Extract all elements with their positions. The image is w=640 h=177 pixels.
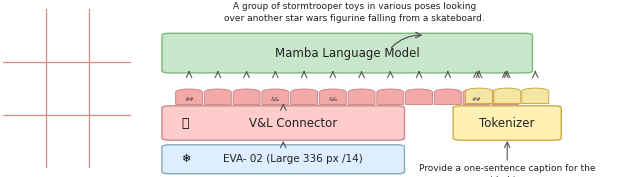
Text: Provide a one-sentence caption for the
provided image.: Provide a one-sentence caption for the p… xyxy=(419,164,595,177)
PathPatch shape xyxy=(377,89,404,104)
Text: ❄: ❄ xyxy=(181,154,191,164)
PathPatch shape xyxy=(262,89,289,104)
PathPatch shape xyxy=(233,89,260,104)
PathPatch shape xyxy=(204,89,231,104)
Text: &&: && xyxy=(271,97,280,102)
FancyBboxPatch shape xyxy=(162,145,404,174)
FancyBboxPatch shape xyxy=(162,106,404,140)
Text: ##: ## xyxy=(472,97,481,102)
Text: 🔥: 🔥 xyxy=(181,116,189,130)
PathPatch shape xyxy=(522,88,548,104)
FancyBboxPatch shape xyxy=(453,106,561,140)
Text: V&L Connector: V&L Connector xyxy=(249,116,337,130)
PathPatch shape xyxy=(435,89,461,104)
PathPatch shape xyxy=(348,89,375,104)
Text: Tokenizer: Tokenizer xyxy=(479,116,535,130)
Text: A group of stormtrooper toys in various poses looking
over another star wars fig: A group of stormtrooper toys in various … xyxy=(224,2,484,23)
PathPatch shape xyxy=(406,89,433,104)
Text: Mamba Language Model: Mamba Language Model xyxy=(275,47,420,60)
PathPatch shape xyxy=(319,89,346,104)
PathPatch shape xyxy=(463,89,490,104)
PathPatch shape xyxy=(494,88,521,104)
PathPatch shape xyxy=(175,89,202,104)
PathPatch shape xyxy=(291,89,317,104)
Text: ##: ## xyxy=(184,97,194,102)
PathPatch shape xyxy=(492,89,519,104)
PathPatch shape xyxy=(466,88,493,104)
Text: EVA- 02 (Large 336 px /14): EVA- 02 (Large 336 px /14) xyxy=(223,154,363,164)
FancyBboxPatch shape xyxy=(162,33,532,73)
Text: &&: && xyxy=(328,97,337,102)
